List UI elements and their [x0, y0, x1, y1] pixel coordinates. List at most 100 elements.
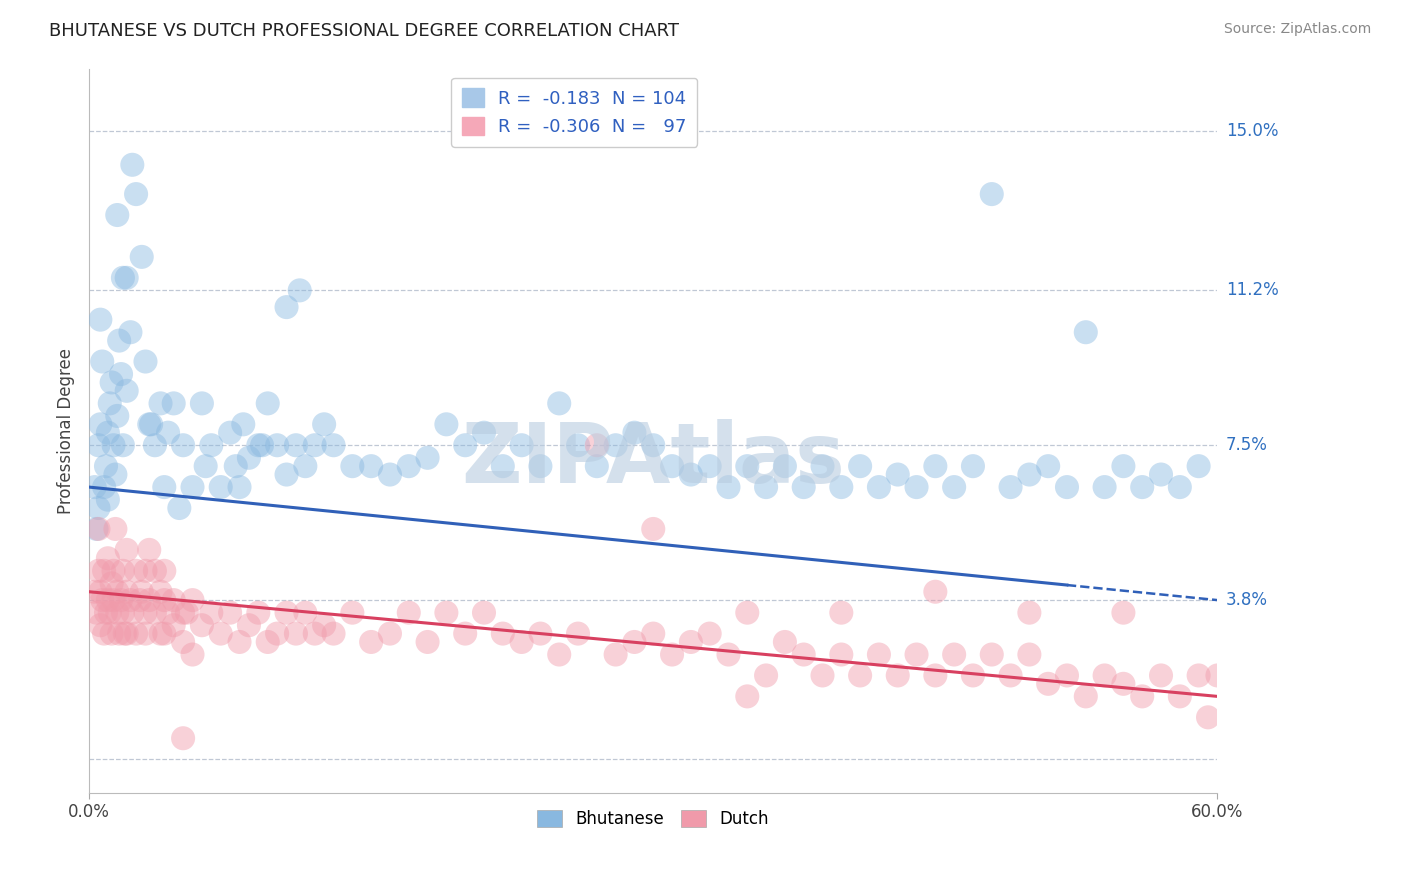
Point [131, 584, 153, 599]
Text: Source: ZipAtlas.com: Source: ZipAtlas.com [1223, 22, 1371, 37]
Point [398, 606, 420, 620]
Point [153, 626, 176, 640]
Point [294, 606, 316, 620]
Point [1112, 606, 1135, 620]
Point [219, 425, 242, 440]
Y-axis label: Professional Degree: Professional Degree [58, 348, 75, 514]
Point [103, 564, 125, 578]
Point [1094, 668, 1116, 682]
Point [454, 438, 477, 452]
Point [87, 564, 110, 578]
Point [962, 668, 984, 682]
Point [434, 606, 457, 620]
Point [276, 467, 298, 482]
Point [153, 593, 176, 607]
Point [247, 438, 270, 452]
Point [97, 551, 120, 566]
Point [868, 480, 890, 494]
Point [492, 459, 515, 474]
Point [699, 459, 721, 474]
Point [830, 606, 852, 620]
Point [643, 438, 665, 452]
Point [115, 270, 138, 285]
Point [111, 606, 134, 620]
Point [114, 626, 136, 640]
Point [1018, 467, 1040, 482]
Point [228, 635, 250, 649]
Point [378, 626, 401, 640]
Point [153, 480, 176, 494]
Point [1038, 459, 1060, 474]
Point [905, 480, 928, 494]
Text: 11.2%: 11.2% [1226, 281, 1278, 300]
Point [284, 626, 307, 640]
Point [108, 626, 131, 640]
Point [115, 542, 138, 557]
Point [294, 459, 316, 474]
Point [139, 417, 162, 432]
Point [191, 396, 214, 410]
Point [87, 501, 110, 516]
Point [1056, 480, 1078, 494]
Point [149, 626, 172, 640]
Point [1094, 480, 1116, 494]
Point [284, 438, 307, 452]
Point [93, 564, 115, 578]
Point [149, 584, 172, 599]
Point [360, 635, 382, 649]
Point [962, 459, 984, 474]
Point [1056, 668, 1078, 682]
Point [225, 459, 247, 474]
Point [849, 459, 872, 474]
Text: ZIPAtlas: ZIPAtlas [461, 419, 845, 500]
Point [110, 593, 132, 607]
Text: BHUTANESE VS DUTCH PROFESSIONAL DEGREE CORRELATION CHART: BHUTANESE VS DUTCH PROFESSIONAL DEGREE C… [49, 22, 679, 40]
Point [342, 606, 364, 620]
Point [924, 459, 946, 474]
Point [548, 396, 571, 410]
Point [266, 626, 288, 640]
Point [416, 635, 439, 649]
Point [773, 635, 796, 649]
Point [416, 450, 439, 465]
Point [304, 626, 326, 640]
Point [89, 618, 111, 632]
Text: 3.8%: 3.8% [1226, 591, 1268, 609]
Point [1000, 480, 1022, 494]
Point [1112, 459, 1135, 474]
Point [830, 648, 852, 662]
Point [623, 635, 645, 649]
Point [322, 626, 344, 640]
Point [1188, 668, 1211, 682]
Point [1112, 677, 1135, 691]
Point [1168, 690, 1191, 704]
Point [111, 564, 134, 578]
Point [86, 606, 108, 620]
Point [91, 593, 114, 607]
Point [209, 626, 232, 640]
Point [849, 668, 872, 682]
Point [120, 325, 142, 339]
Point [605, 648, 627, 662]
Point [134, 606, 156, 620]
Point [793, 480, 815, 494]
Point [238, 450, 260, 465]
Point [623, 425, 645, 440]
Point [89, 584, 111, 599]
Point [605, 438, 627, 452]
Point [661, 648, 683, 662]
Point [125, 626, 148, 640]
Point [169, 501, 191, 516]
Point [811, 459, 834, 474]
Point [755, 480, 778, 494]
Point [121, 606, 143, 620]
Point [176, 606, 198, 620]
Point [134, 564, 156, 578]
Point [567, 626, 589, 640]
Point [100, 626, 122, 640]
Point [98, 606, 121, 620]
Point [138, 542, 160, 557]
Point [679, 467, 702, 482]
Point [360, 459, 382, 474]
Point [98, 396, 121, 410]
